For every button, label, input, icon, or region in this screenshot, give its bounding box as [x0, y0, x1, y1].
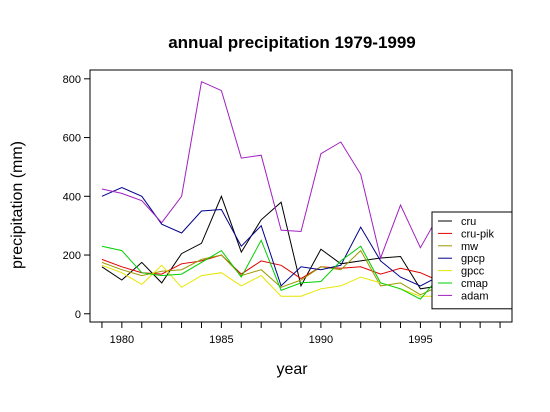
y-tick-label: 200	[63, 250, 81, 262]
legend-label: cru-pik	[461, 228, 495, 240]
x-tick-label: 1990	[309, 334, 333, 346]
y-tick-label: 0	[75, 309, 81, 321]
x-axis-label: year	[276, 361, 308, 378]
y-tick-label: 400	[63, 191, 81, 203]
series-line-cru	[101, 194, 441, 290]
x-tick-label: 1995	[408, 334, 432, 346]
legend-label: cru	[461, 216, 476, 228]
y-tick-label: 600	[63, 133, 81, 145]
legend-box	[431, 211, 513, 310]
series-line-mw	[101, 249, 441, 296]
x-tick-label: 1985	[209, 334, 233, 346]
chart-title: annual precipitation 1979-1999	[168, 33, 416, 52]
series-line-cmap	[101, 239, 441, 300]
plot-area: 0 200 400 600 800 1980 1985 1990 1995	[63, 69, 513, 346]
legend-label: cmap	[461, 278, 488, 290]
series-line-adam	[101, 80, 441, 260]
y-axis-label: precipitation (mm)	[9, 141, 26, 269]
y-tick-label: 800	[63, 74, 81, 86]
legend-label: gpcc	[461, 266, 485, 278]
series-line-cru-pik	[101, 254, 441, 282]
legend-label: mw	[461, 241, 478, 253]
legend-label: gpcp	[461, 253, 485, 265]
series-line-gpcc	[101, 264, 441, 297]
legend-label: adam	[461, 290, 489, 302]
x-tick-label: 1980	[110, 334, 134, 346]
